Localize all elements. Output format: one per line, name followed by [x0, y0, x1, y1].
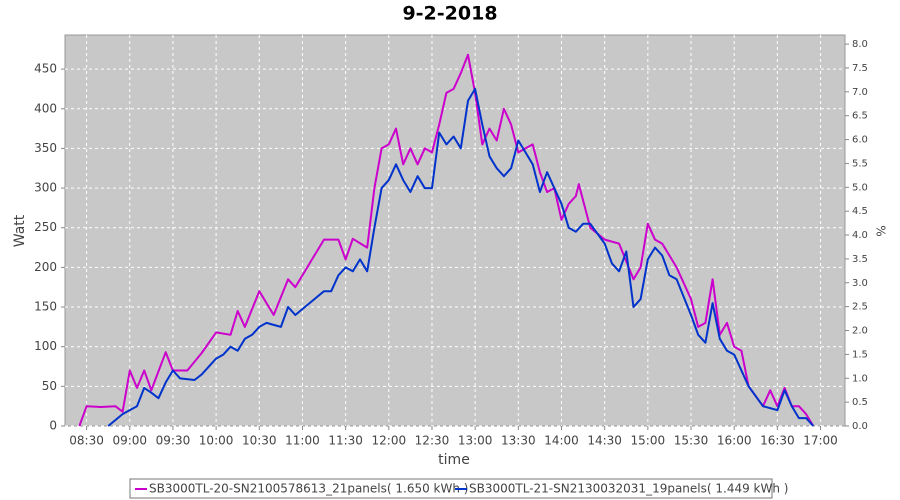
y2-tick-label: 4.5	[852, 206, 868, 217]
x-tick-label: 12:30	[415, 434, 450, 448]
y2-tick-label: 8.0	[852, 39, 868, 50]
x-tick-label: 10:00	[199, 434, 234, 448]
y2-tick-label: 5.5	[852, 158, 868, 169]
chart-title: 9-2-2018	[402, 3, 497, 25]
y2-tick-label: 2.0	[852, 326, 868, 337]
y2-tick-label: 3.5	[852, 254, 868, 265]
plot-area	[64, 34, 846, 427]
x-tick-label: 17:00	[803, 434, 838, 448]
y2-tick-label: 2.5	[852, 302, 868, 313]
x-tick-label: 16:00	[717, 434, 752, 448]
x-tick-label: 13:30	[501, 434, 536, 448]
x-tick-label: 12:00	[372, 434, 407, 448]
x-tick-label: 09:30	[156, 434, 191, 448]
y2-tick-label: 7.5	[852, 63, 868, 74]
y-tick-label: 400	[34, 101, 57, 115]
y-tick-label: 250	[34, 220, 57, 234]
y2-tick-label: 1.0	[852, 373, 868, 384]
x-tick-label: 14:30	[587, 434, 622, 448]
x-axis-label: time	[438, 452, 470, 468]
y-tick-label: 100	[34, 339, 57, 353]
y-tick-label: 300	[34, 181, 57, 195]
legend-label: SB3000TL-21-SN2130032031_19panels( 1.449…	[469, 482, 788, 496]
y2-axis-label: %	[874, 225, 888, 236]
y2-tick-label: 6.0	[852, 135, 868, 146]
y2-tick-label: 7.0	[852, 87, 868, 98]
x-tick-label: 11:30	[328, 434, 363, 448]
y2-tick-label: 1.5	[852, 349, 868, 360]
x-tick-label: 09:00	[112, 434, 147, 448]
x-tick-label: 16:30	[760, 434, 795, 448]
x-tick-label: 10:30	[242, 434, 277, 448]
y2-tick-label: 6.5	[852, 111, 868, 122]
x-tick-label: 11:00	[285, 434, 320, 448]
x-tick-label: 15:00	[631, 434, 666, 448]
y-tick-label: 450	[34, 62, 57, 76]
x-tick-label: 15:30	[674, 434, 709, 448]
x-tick-label: 08:30	[69, 434, 104, 448]
x-tick-label: 14:00	[544, 434, 579, 448]
y2-tick-label: 0.0	[852, 421, 868, 432]
series-line	[78, 53, 815, 427]
y2-tick-label: 5.0	[852, 182, 868, 193]
y2-tick-label: 3.0	[852, 278, 868, 289]
y2-tick-label: 4.0	[852, 230, 868, 241]
legend-label: SB3000TL-20-SN2100578613_21panels( 1.650…	[149, 482, 468, 496]
y-tick-label: 0	[49, 419, 57, 433]
y-tick-label: 50	[42, 379, 57, 393]
series-line	[107, 87, 815, 427]
y-tick-label: 350	[34, 141, 57, 155]
legend	[129, 478, 773, 499]
y2-tick-label: 0.5	[852, 397, 868, 408]
y-axis-label: Watt	[12, 214, 28, 247]
y-tick-label: 150	[34, 300, 57, 314]
y-tick-label: 200	[34, 260, 57, 274]
x-tick-label: 13:00	[458, 434, 493, 448]
